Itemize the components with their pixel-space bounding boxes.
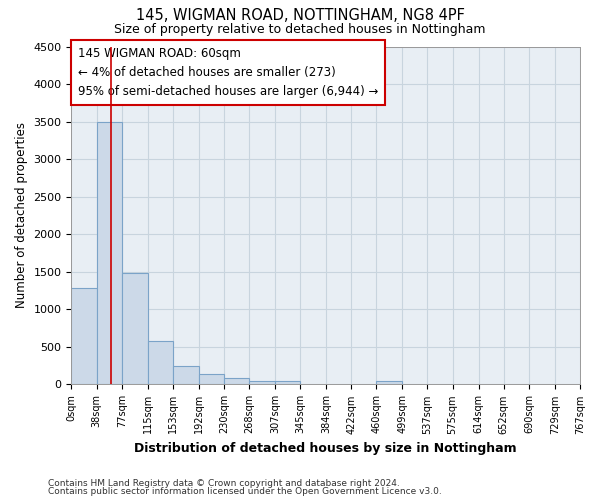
- Bar: [249, 380, 275, 384]
- Y-axis label: Number of detached properties: Number of detached properties: [15, 122, 28, 308]
- Text: Size of property relative to detached houses in Nottingham: Size of property relative to detached ho…: [114, 22, 486, 36]
- Bar: [148, 341, 173, 384]
- Bar: [376, 382, 402, 384]
- Bar: [275, 380, 300, 384]
- X-axis label: Distribution of detached houses by size in Nottingham: Distribution of detached houses by size …: [134, 442, 517, 455]
- Bar: [173, 366, 199, 384]
- Bar: [71, 288, 97, 384]
- Bar: [122, 274, 148, 384]
- Bar: [199, 374, 224, 384]
- Bar: [97, 122, 122, 384]
- Text: Contains public sector information licensed under the Open Government Licence v3: Contains public sector information licen…: [48, 487, 442, 496]
- Text: 145 WIGMAN ROAD: 60sqm
← 4% of detached houses are smaller (273)
95% of semi-det: 145 WIGMAN ROAD: 60sqm ← 4% of detached …: [78, 48, 379, 98]
- Text: Contains HM Land Registry data © Crown copyright and database right 2024.: Contains HM Land Registry data © Crown c…: [48, 478, 400, 488]
- Bar: [224, 378, 249, 384]
- Text: 145, WIGMAN ROAD, NOTTINGHAM, NG8 4PF: 145, WIGMAN ROAD, NOTTINGHAM, NG8 4PF: [136, 8, 464, 22]
